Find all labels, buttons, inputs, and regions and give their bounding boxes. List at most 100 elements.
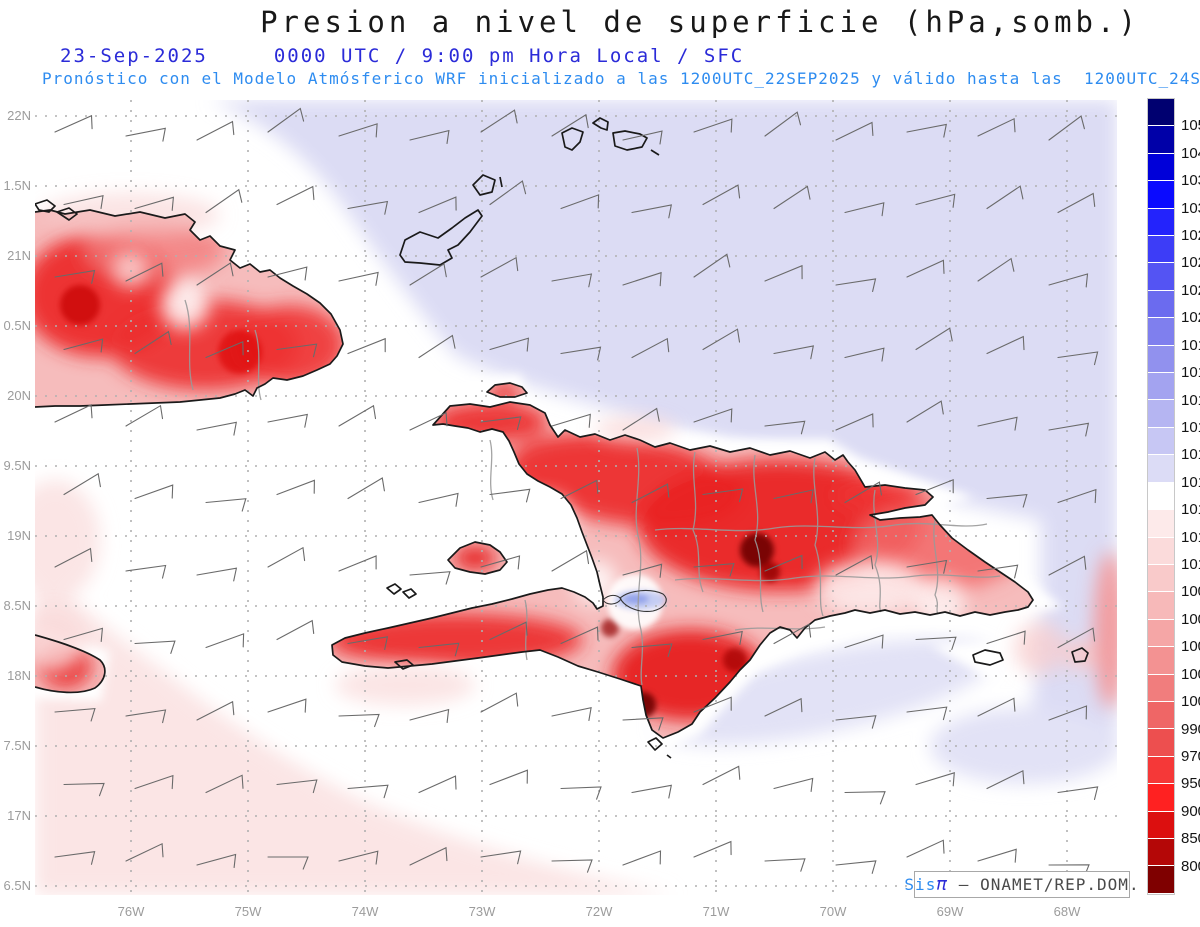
wind-barb [835, 413, 874, 431]
wind-barb [134, 484, 174, 500]
wind-barb [347, 200, 389, 215]
colorbar-band [1148, 181, 1174, 209]
lon-label: 69W [936, 904, 964, 919]
wind-barb [267, 413, 308, 428]
wind-barb [844, 202, 885, 217]
wind-barb [134, 640, 176, 654]
colorbar-value: 1008 [1181, 583, 1200, 601]
lon-label: 70W [819, 904, 847, 919]
wind-barb [409, 411, 448, 431]
colorbar-band [1148, 674, 1174, 702]
wind-barb [693, 840, 732, 858]
wind-barb [196, 120, 235, 141]
wind-barb [489, 621, 528, 641]
wind-barb [551, 549, 590, 572]
wind-barb [338, 850, 379, 865]
wind-barb [205, 774, 244, 794]
wind-barb [267, 546, 306, 568]
wind-barb [622, 717, 664, 731]
wind-barb [702, 328, 741, 351]
wind-barb [338, 713, 380, 728]
wind-barb [764, 264, 803, 282]
wind-barb [63, 472, 101, 496]
wind-barb [560, 626, 599, 645]
colorbar-band [1148, 263, 1174, 291]
wind-barb [915, 193, 956, 208]
colorbar-value: 950 [1181, 775, 1200, 793]
wind-barb [844, 634, 884, 649]
wind-barb [196, 700, 235, 721]
colorbar-value: 1013 [1181, 501, 1200, 519]
valid-time: 0000 UTC / 9:00 pm Hora Local / SFC [273, 45, 745, 67]
colorbar-band [1148, 482, 1174, 511]
wind-barb [125, 842, 164, 862]
lon-label: 75W [234, 904, 262, 919]
pi-logo-glyph: π [936, 874, 949, 895]
wind-barb [54, 114, 93, 133]
wind-barb [134, 196, 175, 211]
wind-barb [773, 623, 812, 645]
colorbar-value: 1028 [1181, 227, 1200, 245]
wind-barb [418, 196, 457, 214]
colorbar-band [1148, 345, 1174, 374]
colorbar-band [1148, 427, 1174, 456]
wind-barb [560, 346, 602, 361]
wind-barb [835, 278, 877, 293]
wind-barb [835, 715, 877, 729]
wind-barb [773, 185, 811, 210]
wind-barb [347, 784, 389, 799]
colorbar-band [1148, 784, 1174, 812]
colorbar-value: 900 [1181, 802, 1200, 820]
branding-separator: – [948, 875, 981, 894]
wind-barb [489, 769, 528, 786]
wind-barb [418, 775, 457, 794]
wind-barb [693, 118, 733, 133]
wind-barb [702, 184, 741, 206]
wind-barb [196, 853, 237, 869]
wind-barb [480, 256, 519, 278]
lon-label: 76W [117, 904, 145, 919]
wind-barb [1057, 351, 1099, 366]
wind-barb [54, 269, 96, 284]
wind-barb [773, 489, 814, 504]
wind-barb [906, 706, 948, 721]
wind-barb [764, 858, 806, 872]
wind-barb [134, 774, 174, 790]
wind-barb [764, 420, 806, 435]
lat-label: 18N [7, 668, 31, 683]
valid-date: 23-Sep-2025 [60, 45, 208, 67]
colorbar-value: 1000 [1181, 693, 1200, 711]
wind-barb [915, 772, 955, 787]
wind-barb [986, 630, 1026, 645]
colorbar-band [1148, 756, 1174, 785]
lake-enriquillo-outline [602, 589, 667, 612]
wind-barb [693, 562, 735, 577]
colorbar-band [1148, 99, 1174, 127]
colorbar-band [1148, 729, 1174, 757]
wind-barb [906, 123, 947, 138]
colorbar-band [1148, 236, 1174, 264]
colorbar-value: 1019 [1181, 336, 1200, 354]
wind-barb [338, 123, 378, 138]
wind-barb [773, 345, 814, 360]
wind-barb [560, 479, 599, 500]
wind-barb [196, 262, 234, 286]
pressure-shading [35, 100, 1117, 895]
wind-barb [63, 782, 105, 797]
wind-barb [338, 404, 377, 427]
branding-app-name: Sis [904, 875, 937, 894]
wind-barb [977, 848, 1017, 863]
wind-barb [693, 696, 732, 713]
wind-barb [977, 564, 1019, 579]
colorbar-value: 1006 [1181, 610, 1200, 628]
wind-barb [267, 856, 309, 870]
branding-org: ONAMET/REP.DOM. [980, 875, 1140, 894]
wind-barb [1048, 422, 1090, 437]
colorbar-band [1148, 318, 1174, 346]
colorbar-band [1148, 647, 1174, 675]
colorbar-value: 1025 [1181, 254, 1200, 272]
wind-barb [906, 839, 945, 858]
wind-barb [409, 846, 448, 866]
wind-barb [764, 697, 803, 717]
